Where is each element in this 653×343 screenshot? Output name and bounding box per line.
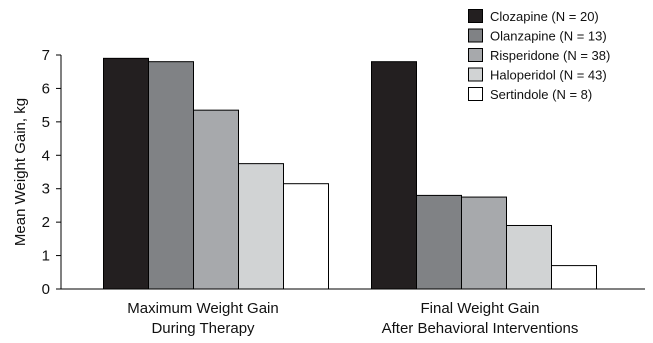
y-tick-label: 2: [42, 214, 50, 231]
legend: Clozapine (N = 20) Olanzapine (N = 13) Ris…: [468, 9, 610, 102]
bar-haloperidol-max: [238, 163, 284, 290]
category-label: Final Weight Gain After Behavioral Interv…: [382, 300, 579, 337]
bar-risperidone-final: [461, 196, 507, 290]
bar-olanzapine-max: [148, 61, 194, 290]
legend-label: Risperidone (N = 38): [490, 48, 610, 63]
legend-swatch: [468, 9, 483, 23]
y-axis: 0 1 2 3 4 5 6 7: [42, 47, 62, 298]
legend-swatch: [468, 28, 483, 43]
category-label-line: After Behavioral Interventions: [382, 320, 579, 337]
y-tick-label: 5: [42, 114, 50, 131]
bar-olanzapine-final: [416, 194, 462, 290]
y-tick-label: 0: [42, 281, 50, 298]
category-label: Maximum Weight Gain During Therapy: [127, 300, 278, 337]
category-label-line: During Therapy: [151, 320, 255, 337]
category-label-line: Final Weight Gain: [421, 300, 540, 317]
category-label-line: Maximum Weight Gain: [127, 300, 278, 317]
bar-clozapine-max: [103, 57, 149, 290]
bar-haloperidol-final: [506, 224, 552, 290]
legend-swatch: [468, 48, 483, 62]
bars: [103, 57, 597, 290]
y-tick-label: 4: [42, 147, 50, 164]
bar-risperidone-max: [193, 109, 239, 290]
y-tick-label: 3: [42, 181, 50, 198]
legend-swatch: [468, 87, 483, 101]
legend-label: Clozapine (N = 20): [490, 9, 599, 24]
y-tick-label: 6: [42, 80, 50, 97]
y-tick-label: 7: [42, 47, 50, 64]
legend-label: Haloperidol (N = 43): [490, 68, 607, 83]
y-tick-label: 1: [42, 248, 50, 265]
y-axis-title: Mean Weight Gain, kg: [12, 98, 29, 246]
legend-label: Sertindole (N = 8): [490, 87, 592, 102]
bar-sertindole-max: [283, 183, 329, 290]
x-axis: Maximum Weight Gain During Therapy Final W…: [61, 288, 645, 337]
legend-swatch: [468, 67, 483, 82]
legend-label: Olanzapine (N = 13): [490, 29, 607, 44]
bar-clozapine-final: [371, 61, 417, 290]
bar-sertindole-final: [551, 265, 597, 290]
